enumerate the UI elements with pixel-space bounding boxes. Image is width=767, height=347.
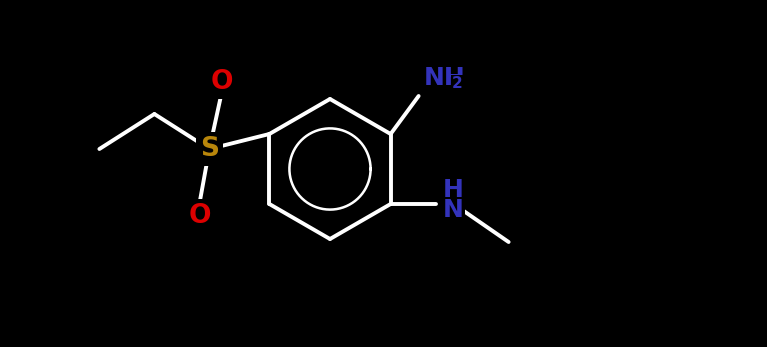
Text: S: S xyxy=(200,136,219,162)
Text: 2: 2 xyxy=(452,76,463,91)
Text: N: N xyxy=(443,198,464,222)
Text: NH: NH xyxy=(423,66,466,90)
Text: O: O xyxy=(188,203,211,229)
Text: H: H xyxy=(443,178,464,202)
Text: O: O xyxy=(210,69,232,95)
